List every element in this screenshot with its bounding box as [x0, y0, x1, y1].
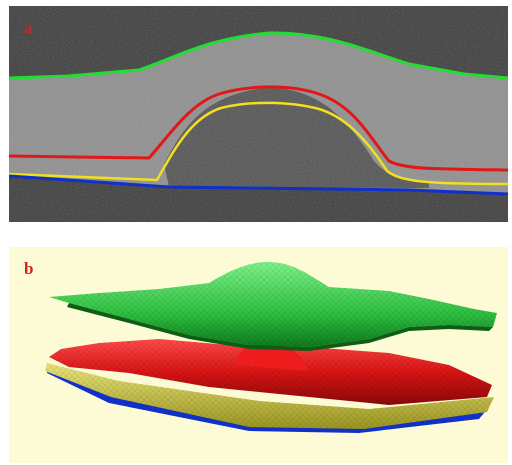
boundary-middle-red — [9, 85, 508, 172]
boundary-top-green — [9, 31, 508, 80]
oct-scan-image — [9, 6, 508, 222]
surface-red-mesh — [49, 339, 492, 405]
surface-render-image — [9, 247, 508, 463]
surface-green-edge — [67, 303, 493, 351]
panel-a-oct-scan: a — [9, 6, 508, 222]
panel-label-b: b — [24, 259, 34, 278]
panel-b-3d-surfaces: b — [9, 247, 508, 463]
speckle-noise — [9, 6, 508, 222]
surface-yellow-mesh — [45, 363, 494, 429]
surface-green-mesh — [49, 261, 497, 347]
boundary-bottom-blue — [9, 174, 508, 196]
panel-label-a: a — [24, 19, 33, 38]
boundary-lower-yellow — [9, 101, 508, 186]
